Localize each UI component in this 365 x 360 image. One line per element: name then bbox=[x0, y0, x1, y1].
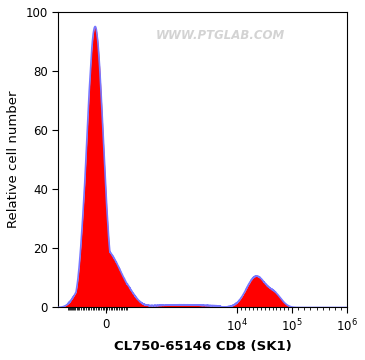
Y-axis label: Relative cell number: Relative cell number bbox=[7, 91, 20, 229]
X-axis label: CL750-65146 CD8 (SK1): CL750-65146 CD8 (SK1) bbox=[114, 340, 292, 353]
Text: WWW.PTGLAB.COM: WWW.PTGLAB.COM bbox=[155, 29, 285, 42]
